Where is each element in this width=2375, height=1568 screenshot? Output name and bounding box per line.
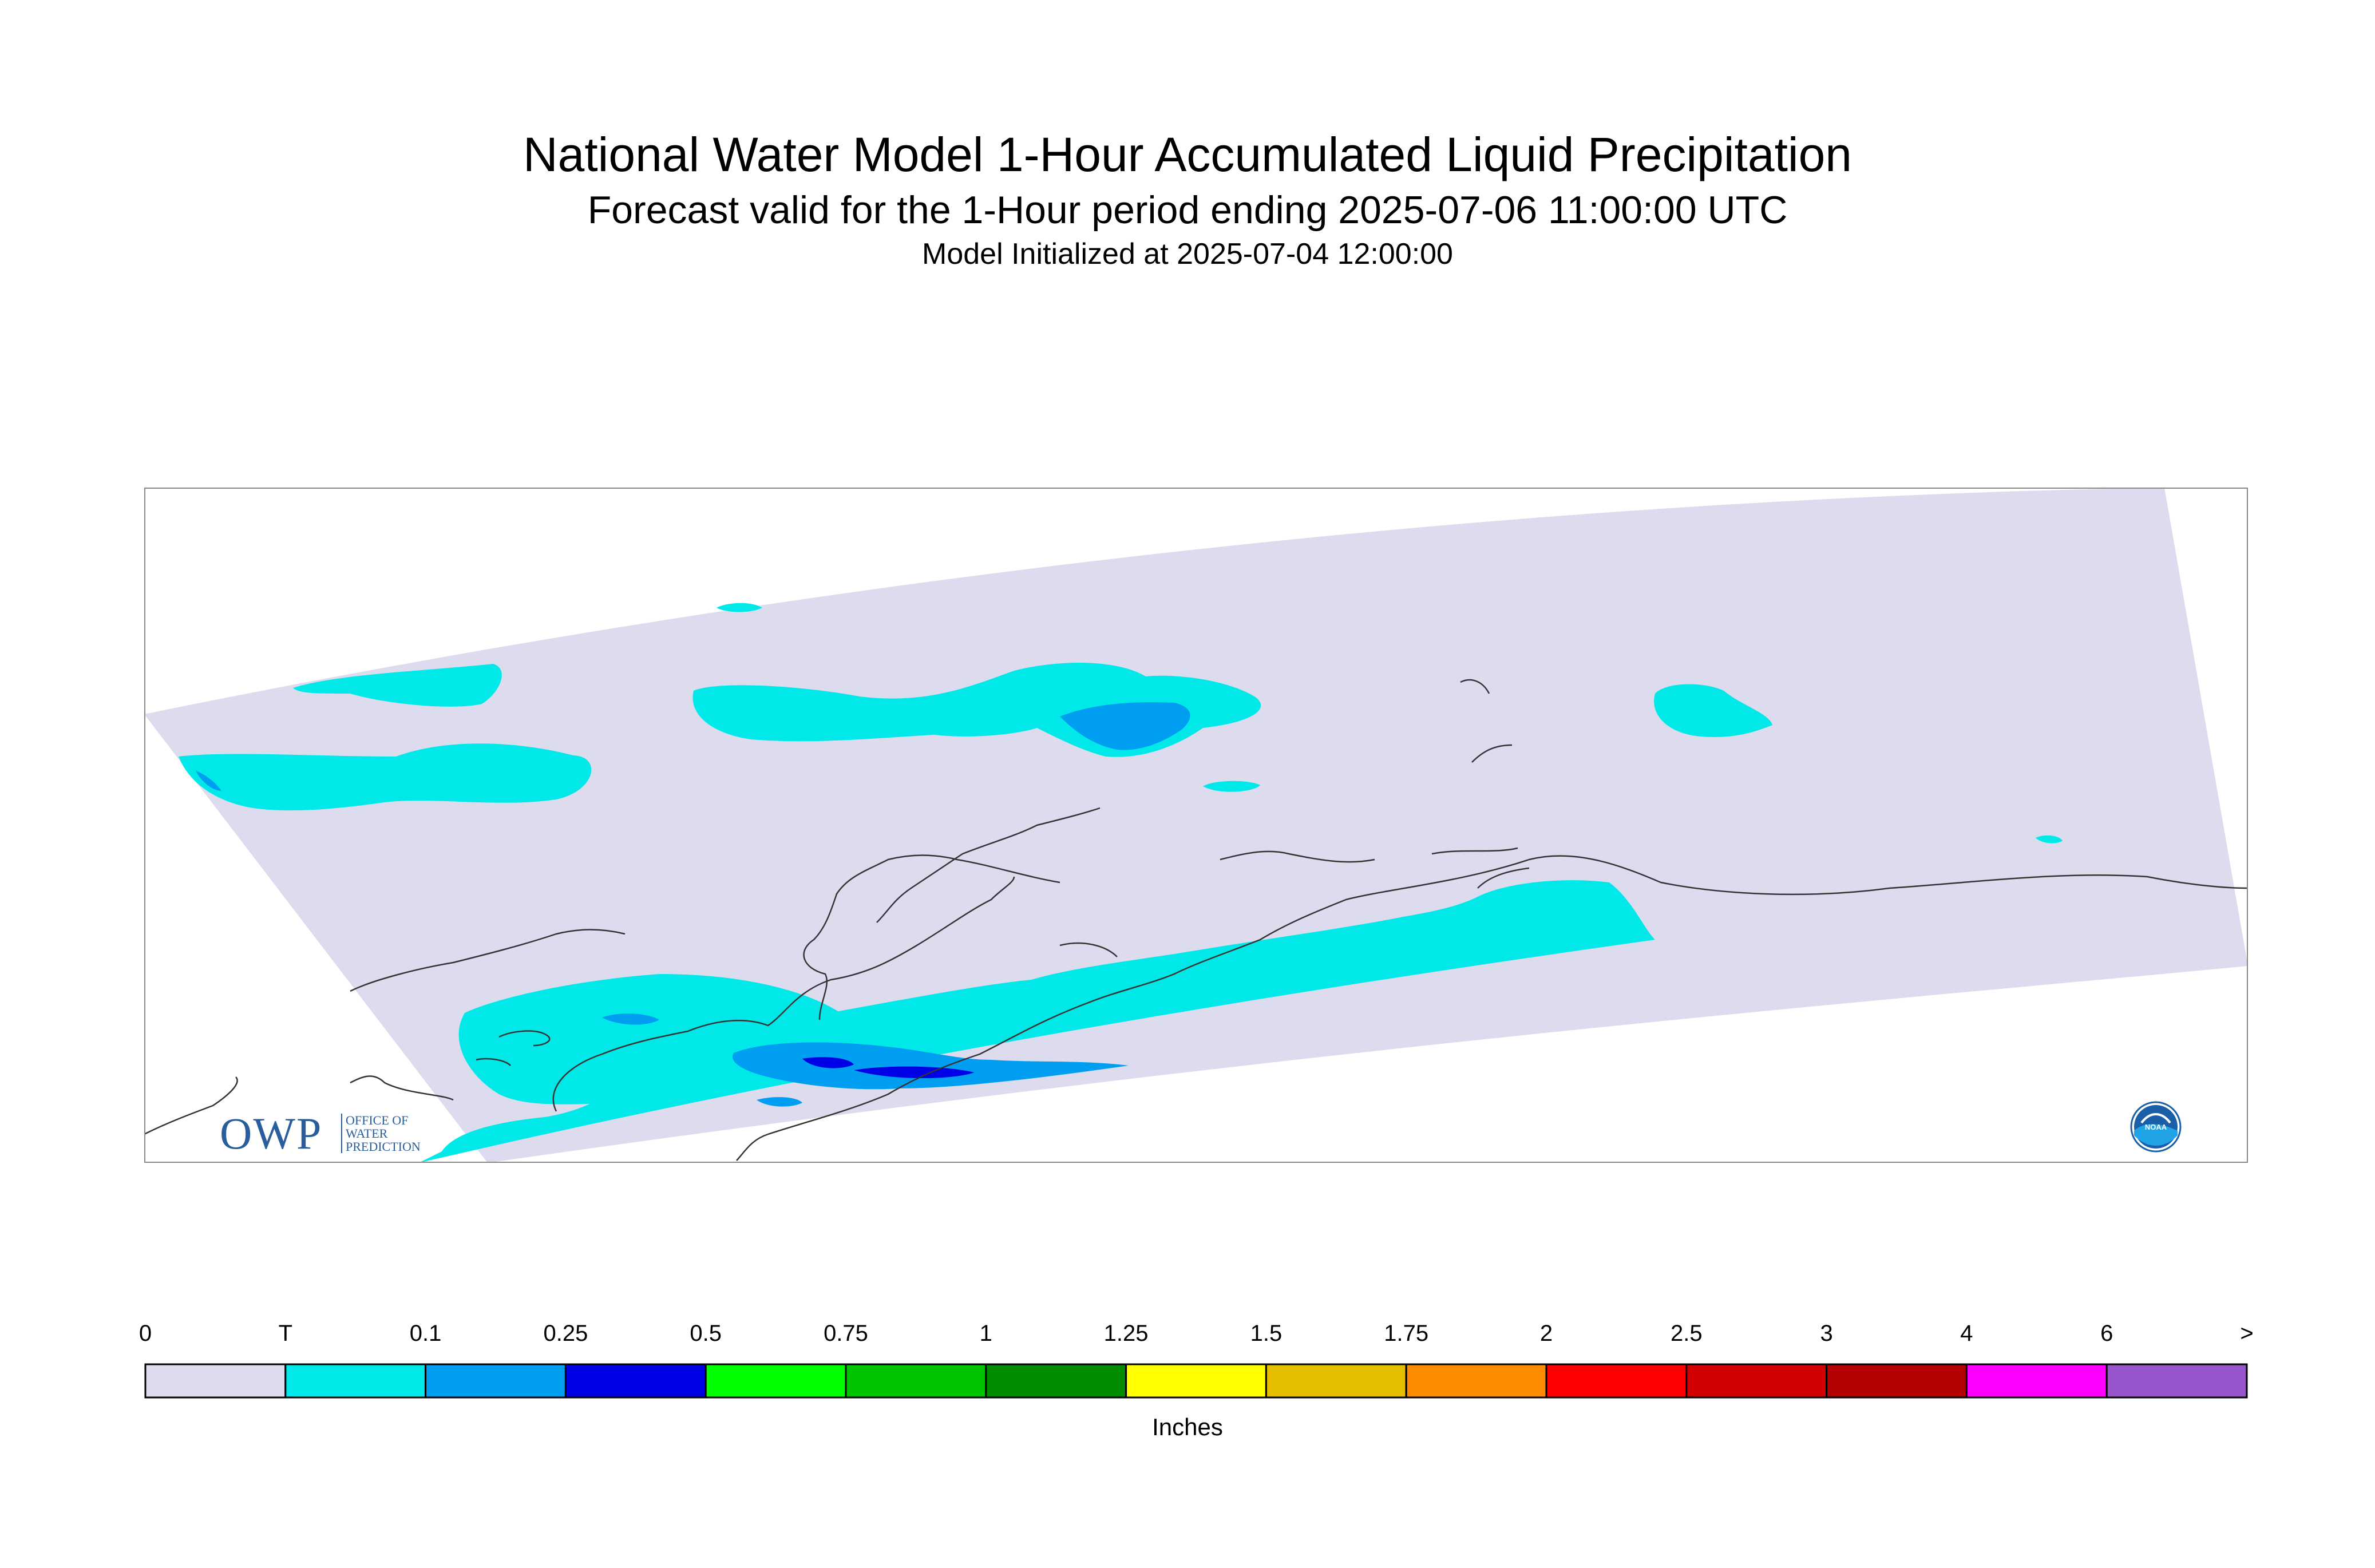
legend-swatch	[704, 1363, 847, 1399]
map-frame	[144, 488, 2248, 1163]
map-subtitle: Forecast valid for the 1-Hour period end…	[587, 188, 1788, 232]
legend-tick-label: 0.75	[824, 1321, 868, 1346]
legend-tick-label: T	[278, 1321, 293, 1346]
legend-swatch	[1965, 1363, 2108, 1399]
legend-tick-label: 2.5	[1670, 1321, 1703, 1346]
legend-swatch	[1545, 1363, 1688, 1399]
legend-swatch	[1685, 1363, 1828, 1399]
legend-tick-label: 1.25	[1103, 1321, 1149, 1346]
legend-tick-label: 0.1	[409, 1321, 442, 1346]
legend-units: Inches	[1152, 1413, 1223, 1440]
legend-swatch	[1826, 1363, 1968, 1399]
legend-swatch	[985, 1363, 1127, 1399]
legend-swatch	[845, 1363, 987, 1399]
owp-logo-subtext: OFFICE OF WATER PREDICTION	[341, 1114, 421, 1153]
coastlines	[144, 679, 2248, 1161]
map-title: National Water Model 1-Hour Accumulated …	[522, 128, 1852, 181]
legend-tick-label: 1	[979, 1321, 992, 1346]
legend-tick-label: 3	[1820, 1321, 1833, 1346]
svg-text:NOAA: NOAA	[2145, 1123, 2167, 1131]
legend-tick-label: 2	[1539, 1321, 1553, 1346]
noaa-logo-icon: NOAA	[2130, 1101, 2182, 1153]
legend-tick-label: 0.5	[690, 1321, 722, 1346]
legend-colorbar	[144, 1363, 2248, 1399]
model-init-line: Model Initialized at 2025-07-04 12:00:00	[922, 237, 1453, 271]
legend-swatch	[284, 1363, 427, 1399]
legend-swatch	[425, 1363, 567, 1399]
model-domain	[144, 488, 2248, 1163]
quarter-inch-precip-areas	[802, 1057, 974, 1078]
tenth-inch-precip-areas	[196, 702, 1190, 1107]
legend-tick-label: 0	[138, 1321, 152, 1346]
legend-swatch	[2105, 1363, 2248, 1399]
owp-logo-word: OWP	[220, 1108, 323, 1158]
legend-tick-label: 4	[1960, 1321, 1973, 1346]
precipitation-map	[144, 488, 2248, 1163]
legend-tick-label: 1.5	[1250, 1321, 1282, 1346]
legend-swatch	[1125, 1363, 1267, 1399]
legend-tick-label: 0.25	[543, 1321, 588, 1346]
legend-swatch	[144, 1363, 287, 1399]
legend-tick-label: 6	[2100, 1321, 2113, 1346]
legend-swatch	[1265, 1363, 1407, 1399]
legend-swatch	[564, 1363, 707, 1399]
legend-swatch	[1405, 1363, 1547, 1399]
legend-tick-label: 1.75	[1384, 1321, 1429, 1346]
legend-tick-label: >	[2240, 1321, 2254, 1346]
